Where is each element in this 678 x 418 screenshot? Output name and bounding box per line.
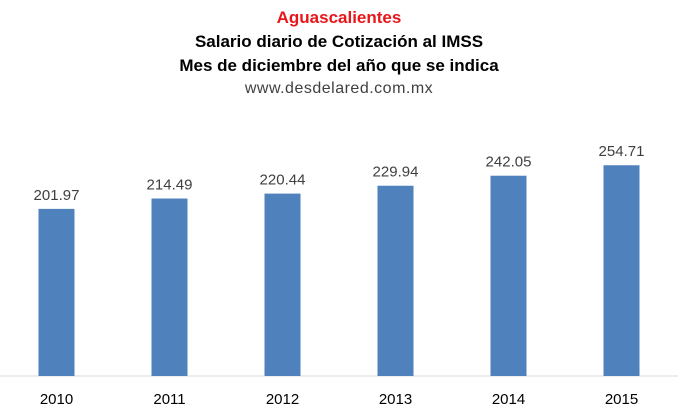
x-tick-labels-group: 2010 2011 2012 2013 2014 2015: [40, 391, 638, 408]
bar-2011: [151, 198, 188, 376]
bar-2015: [603, 165, 640, 376]
bars-group: [38, 165, 640, 376]
bar-2014: [490, 175, 527, 376]
bar-2012: [264, 193, 301, 376]
chart-region-title: Aguascalientes: [276, 8, 402, 27]
data-label-2011: 214.49: [147, 177, 193, 194]
x-tick-label-2015: 2015: [605, 391, 638, 408]
data-label-2010: 201.97: [34, 187, 80, 204]
x-tick-label-2014: 2014: [492, 391, 525, 408]
x-tick-label-2011: 2011: [153, 391, 185, 408]
chart-title-line2: Mes de diciembre del año que se indica: [179, 56, 499, 75]
x-tick-label-2012: 2012: [266, 391, 299, 408]
data-label-2013: 229.94: [373, 164, 419, 181]
chart-title-line1: Salario diario de Cotización al IMSS: [194, 32, 484, 51]
chart-source: www.desdelared.com.mx: [244, 80, 434, 97]
chart-titles: Aguascalientes Salario diario de Cotizac…: [0, 6, 678, 100]
data-label-2014: 242.05: [486, 154, 532, 171]
x-tick-label-2013: 2013: [379, 391, 412, 408]
x-tick-label-2010: 2010: [40, 391, 73, 408]
data-label-2015: 254.71: [599, 143, 645, 160]
bar-2010: [38, 208, 75, 376]
bar-2013: [377, 185, 414, 376]
data-label-2012: 220.44: [260, 172, 306, 189]
data-labels-group: 201.97 214.49 220.44 229.94 242.05 254.71: [34, 143, 645, 204]
